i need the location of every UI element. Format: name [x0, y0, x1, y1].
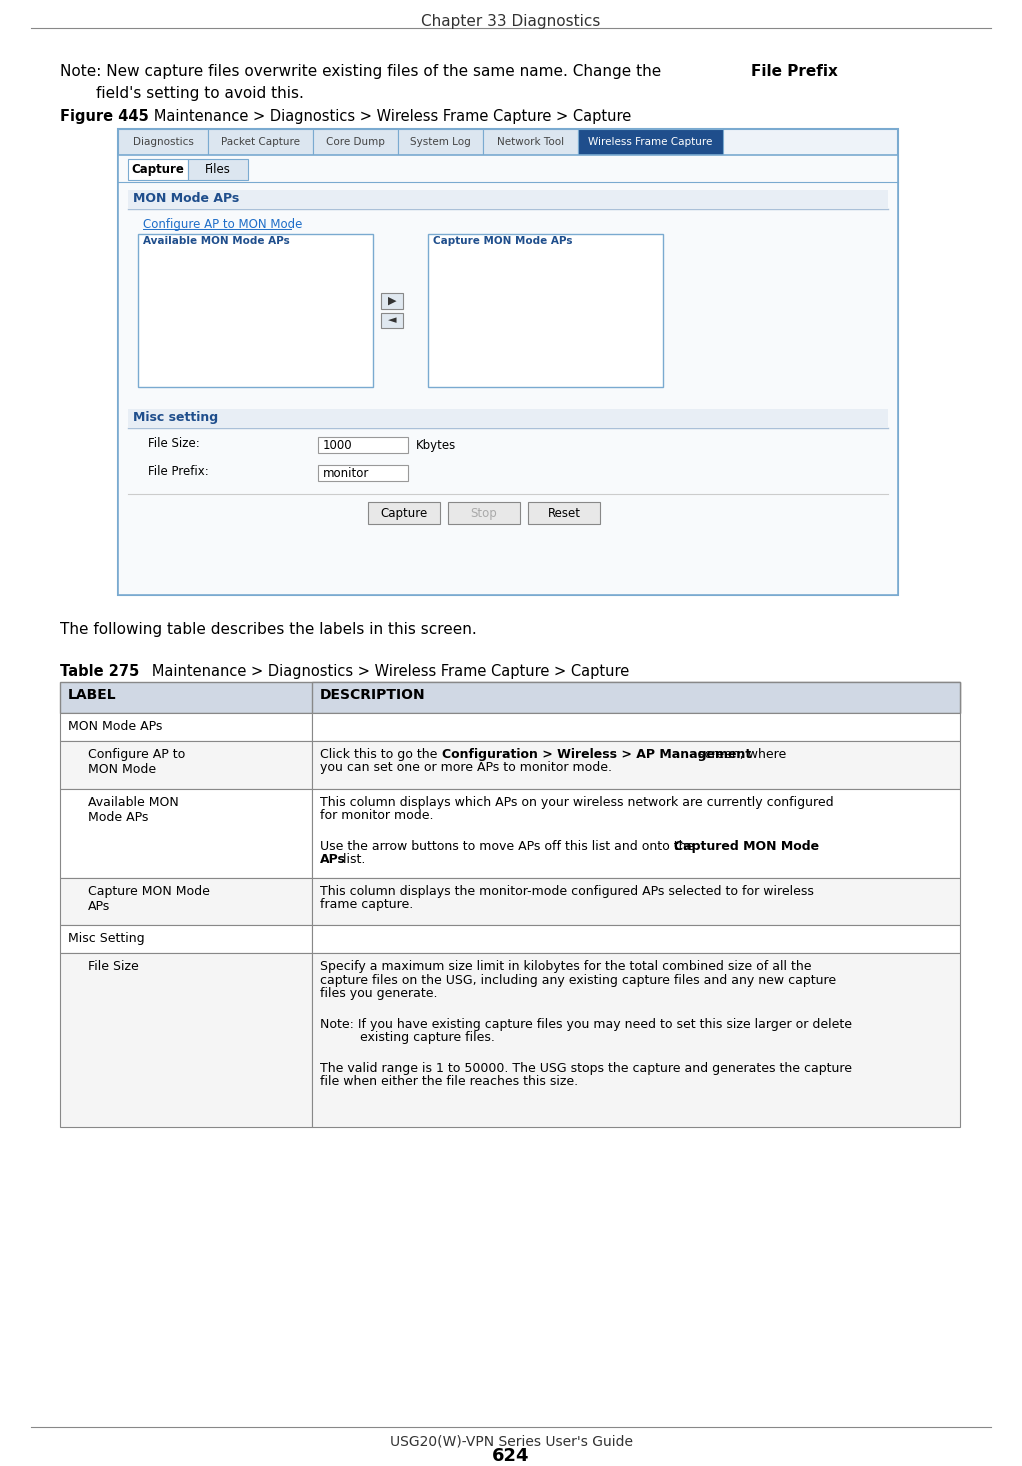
Text: Network Tool: Network Tool [497, 136, 564, 147]
Text: Reset: Reset [548, 507, 580, 520]
Text: Core Dump: Core Dump [326, 136, 385, 147]
Text: Wireless Frame Capture: Wireless Frame Capture [589, 136, 712, 147]
Text: APs: APs [320, 853, 345, 866]
Text: Misc setting: Misc setting [133, 410, 218, 424]
Text: This column displays which APs on your wireless network are currently configured: This column displays which APs on your w… [320, 796, 834, 809]
Bar [428, 235, 663, 387]
Bar [128, 191, 888, 208]
Text: existing capture files.: existing capture files. [320, 1031, 495, 1044]
Text: monitor: monitor [323, 466, 369, 479]
Bar [208, 129, 313, 154]
Text: Configuration > Wireless > AP Management: Configuration > Wireless > AP Management [442, 748, 751, 761]
Text: field's setting to avoid this.: field's setting to avoid this. [96, 86, 304, 101]
Bar [312, 742, 960, 789]
Bar [312, 953, 960, 1127]
Text: list.: list. [339, 853, 365, 866]
Text: Chapter 33 Diagnostics: Chapter 33 Diagnostics [421, 13, 601, 29]
Bar [368, 503, 440, 525]
Text: LABEL: LABEL [68, 688, 117, 702]
Bar [312, 682, 960, 714]
Bar [60, 682, 960, 714]
Text: Capture: Capture [132, 163, 184, 176]
Bar [188, 158, 248, 180]
Text: Misc Setting: Misc Setting [68, 932, 145, 946]
Bar [381, 312, 403, 328]
Text: Available MON
Mode APs: Available MON Mode APs [88, 796, 179, 824]
Text: File Size: File Size [88, 960, 139, 973]
Text: screen, where: screen, where [694, 748, 786, 761]
Text: file when either the file reaches this size.: file when either the file reaches this s… [320, 1075, 578, 1088]
Bar [528, 503, 600, 525]
Text: Kbytes: Kbytes [416, 438, 456, 452]
Bar [60, 953, 312, 1127]
Bar [398, 129, 483, 154]
Text: Note: If you have existing capture files you may need to set this size larger or: Note: If you have existing capture files… [320, 1017, 852, 1031]
Bar [128, 409, 888, 427]
Text: Files: Files [205, 163, 231, 176]
Text: for monitor mode.: for monitor mode. [320, 809, 433, 822]
Bar [60, 714, 312, 742]
Text: File Prefix: File Prefix [751, 65, 838, 79]
Text: Configure AP to
MON Mode: Configure AP to MON Mode [88, 748, 185, 776]
Bar [318, 465, 408, 481]
Text: Figure 445: Figure 445 [60, 108, 149, 125]
Text: Use the arrow buttons to move APs off this list and onto the: Use the arrow buttons to move APs off th… [320, 840, 698, 853]
Bar [381, 293, 403, 309]
Bar [318, 437, 408, 453]
Text: ◄: ◄ [387, 315, 397, 325]
Text: The following table describes the labels in this screen.: The following table describes the labels… [60, 622, 476, 638]
Bar [312, 878, 960, 925]
Text: you can set one or more APs to monitor mode.: you can set one or more APs to monitor m… [320, 761, 612, 774]
Text: 624: 624 [493, 1447, 529, 1465]
Text: Diagnostics: Diagnostics [133, 136, 193, 147]
Text: Capture MON Mode APs: Capture MON Mode APs [433, 236, 572, 246]
Bar [312, 714, 960, 742]
Bar [312, 789, 960, 878]
Bar [60, 925, 312, 953]
Text: Note: New capture files overwrite existing files of the same name. Change the: Note: New capture files overwrite existi… [60, 65, 666, 79]
Text: File Prefix:: File Prefix: [148, 465, 208, 478]
Text: DESCRIPTION: DESCRIPTION [320, 688, 425, 702]
Bar [60, 878, 312, 925]
Bar [118, 154, 898, 595]
Text: MON Mode APs: MON Mode APs [133, 192, 239, 205]
Text: Specify a maximum size limit in kilobytes for the total combined size of all the: Specify a maximum size limit in kilobyte… [320, 960, 811, 973]
Text: Click this to go the: Click this to go the [320, 748, 442, 761]
Text: System Log: System Log [410, 136, 471, 147]
Bar [578, 129, 723, 154]
Text: The valid range is 1 to 50000. The USG stops the capture and generates the captu: The valid range is 1 to 50000. The USG s… [320, 1061, 852, 1075]
Bar [60, 789, 312, 878]
Text: ▶: ▶ [387, 296, 397, 306]
Text: 1000: 1000 [323, 438, 353, 452]
Text: Available MON Mode APs: Available MON Mode APs [143, 236, 290, 246]
Text: Configure AP to MON Mode: Configure AP to MON Mode [143, 218, 303, 232]
Bar [448, 503, 520, 525]
Bar [483, 129, 578, 154]
Bar [60, 742, 312, 789]
Text: frame capture.: frame capture. [320, 899, 413, 912]
Bar [312, 925, 960, 953]
Bar [313, 129, 398, 154]
Text: capture files on the USG, including any existing capture files and any new captu: capture files on the USG, including any … [320, 973, 836, 987]
Bar [118, 129, 898, 595]
Text: Capture: Capture [380, 507, 427, 520]
Text: USG20(W)-VPN Series User's Guide: USG20(W)-VPN Series User's Guide [389, 1435, 633, 1448]
Text: Maintenance > Diagnostics > Wireless Frame Capture > Capture: Maintenance > Diagnostics > Wireless Fra… [138, 664, 630, 679]
Text: Captured MON Mode: Captured MON Mode [673, 840, 819, 853]
Text: This column displays the monitor-mode configured APs selected to for wireless: This column displays the monitor-mode co… [320, 885, 814, 897]
Text: File Size:: File Size: [148, 437, 199, 450]
Text: Table 275: Table 275 [60, 664, 139, 679]
Text: MON Mode APs: MON Mode APs [68, 720, 162, 733]
Text: Capture MON Mode
APs: Capture MON Mode APs [88, 885, 210, 913]
Text: Packet Capture: Packet Capture [221, 136, 300, 147]
Text: Stop: Stop [470, 507, 498, 520]
Bar [128, 158, 188, 180]
Bar [138, 235, 373, 387]
Bar [118, 129, 208, 154]
Text: files you generate.: files you generate. [320, 987, 437, 1000]
Text: Maintenance > Diagnostics > Wireless Frame Capture > Capture: Maintenance > Diagnostics > Wireless Fra… [140, 108, 632, 125]
